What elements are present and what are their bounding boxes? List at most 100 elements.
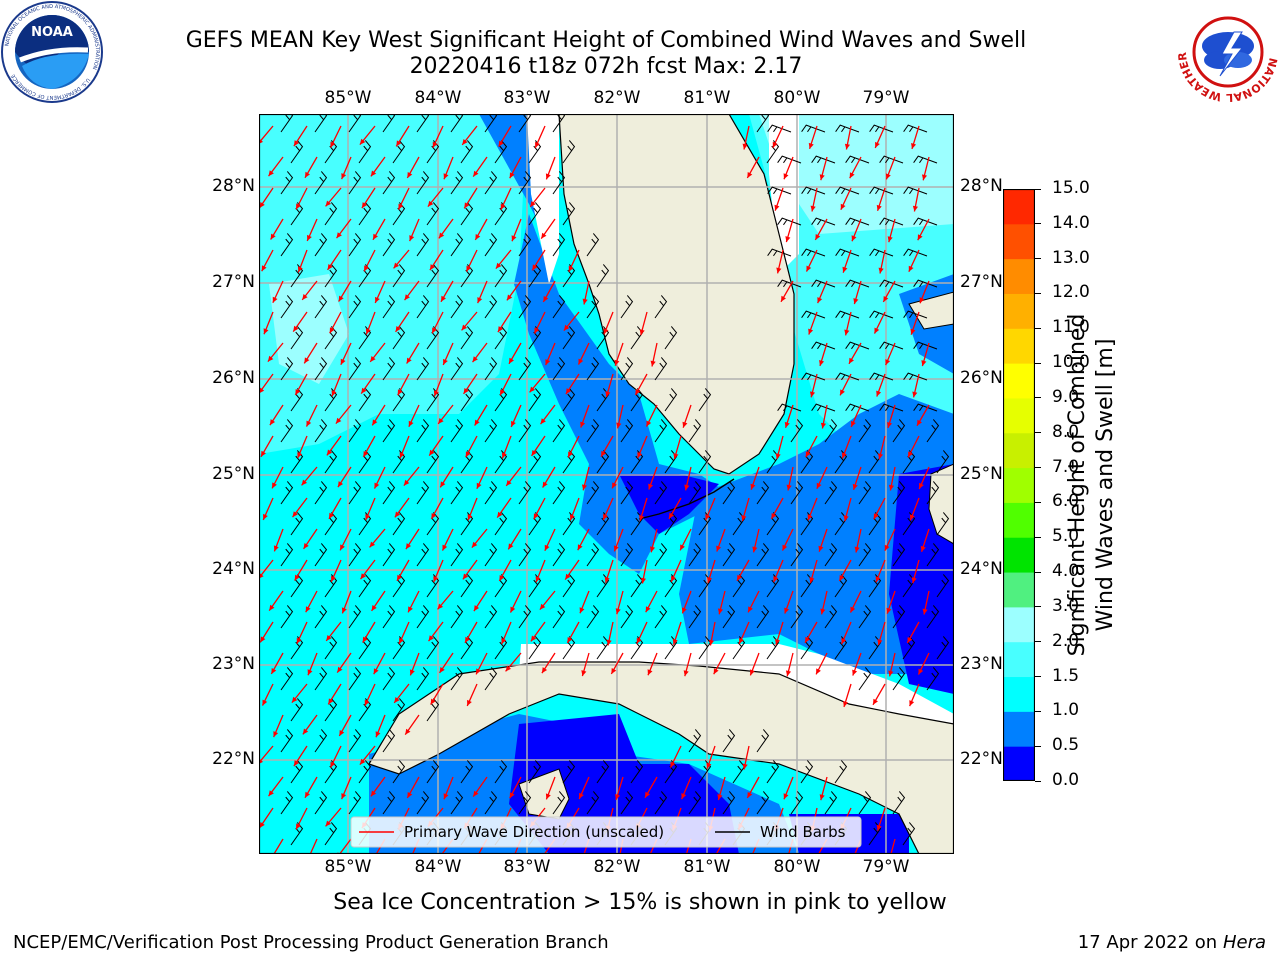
wave-arrow-head bbox=[303, 542, 309, 549]
wind-barb bbox=[800, 512, 814, 536]
wind-barb bbox=[766, 512, 780, 536]
lon-tick-label: 81°W bbox=[683, 88, 731, 108]
wind-barb bbox=[290, 574, 304, 598]
wind-barb bbox=[630, 760, 644, 784]
wave-arrow-head bbox=[784, 607, 790, 614]
wind-barb bbox=[801, 248, 826, 257]
wave-arrow-head bbox=[748, 606, 753, 613]
colorbar-tick-mark bbox=[1035, 432, 1041, 434]
lat-tick-label: 22°N bbox=[212, 749, 255, 769]
wave-arrow-head bbox=[338, 295, 344, 302]
wind-barb bbox=[790, 481, 804, 505]
wave-arrow-head bbox=[535, 141, 540, 148]
wind-barb bbox=[835, 310, 860, 319]
wave-arrow-head bbox=[567, 637, 573, 643]
wind-barb bbox=[348, 171, 362, 195]
wave-arrow-head bbox=[849, 357, 854, 364]
wave-arrow-head bbox=[580, 421, 586, 428]
wave-arrow-head bbox=[785, 236, 791, 243]
colorbar-tick-label: 1.0 bbox=[1052, 700, 1080, 721]
colorbar-tick-label: 9.0 bbox=[1052, 386, 1080, 407]
wind-barb bbox=[552, 114, 566, 133]
wave-arrow-head bbox=[370, 170, 377, 177]
wave-arrow-head bbox=[809, 577, 815, 584]
colorbar-tick-mark bbox=[1035, 536, 1041, 538]
wave-arrow-head bbox=[648, 483, 654, 490]
colorbar-tick-mark bbox=[1035, 571, 1041, 573]
wind-barb bbox=[586, 295, 600, 319]
wave-arrow-head bbox=[306, 420, 312, 427]
wind-barb bbox=[688, 605, 702, 629]
colorbar-tick-mark bbox=[1035, 397, 1041, 399]
wind-barb bbox=[348, 114, 362, 133]
wind-barb bbox=[722, 543, 736, 567]
wind-barb bbox=[586, 419, 600, 443]
wave-arrow-head bbox=[775, 453, 781, 460]
wave-arrow-head bbox=[844, 143, 851, 150]
wind-barb bbox=[314, 357, 328, 381]
wind-barb bbox=[450, 481, 464, 505]
wave-arrow-head bbox=[476, 668, 481, 675]
wave-arrow-head bbox=[475, 234, 481, 240]
wind-barb bbox=[280, 114, 294, 133]
wave-arrow-head bbox=[563, 324, 570, 331]
colorbar-tick-label: 13.0 bbox=[1052, 247, 1090, 268]
wind-barb bbox=[835, 372, 860, 381]
wave-direction-arrow bbox=[890, 838, 896, 854]
wave-arrow-head bbox=[577, 544, 583, 551]
wind-barb bbox=[654, 295, 668, 319]
wave-arrow-head bbox=[500, 203, 506, 210]
wave-arrow-head bbox=[843, 701, 849, 707]
wave-arrow-head bbox=[568, 265, 574, 272]
wind-barb bbox=[450, 605, 464, 629]
wave-arrow-head bbox=[443, 793, 449, 800]
colorbar-tick-label: 0.5 bbox=[1052, 735, 1080, 756]
wind-barb bbox=[926, 481, 940, 505]
wind-barb bbox=[450, 233, 464, 257]
wave-arrow-head bbox=[461, 324, 468, 331]
wave-arrow-head bbox=[361, 387, 367, 394]
wave-arrow-head bbox=[337, 481, 344, 488]
wind-barb bbox=[324, 636, 338, 660]
colorbar-tick-mark bbox=[1035, 188, 1041, 190]
lat-tick-label: 26°N bbox=[212, 368, 255, 388]
wave-arrow-head bbox=[359, 138, 366, 145]
wind-barb bbox=[936, 636, 950, 660]
colorbar-tick-mark bbox=[1035, 362, 1041, 364]
wind-barb bbox=[824, 543, 838, 567]
wind-barb bbox=[664, 388, 678, 412]
wave-arrow-head bbox=[359, 758, 366, 765]
wind-barb bbox=[382, 233, 396, 257]
wave-arrow-head bbox=[428, 635, 434, 642]
wave-arrow-head bbox=[498, 140, 504, 147]
wave-arrow-head bbox=[815, 234, 821, 240]
wave-arrow-head bbox=[545, 793, 551, 800]
wave-arrow-head bbox=[467, 514, 473, 521]
wind-barb bbox=[858, 667, 872, 691]
wave-arrow-head bbox=[878, 267, 884, 274]
lon-tick-label: 80°W bbox=[773, 857, 821, 877]
wave-arrow-head bbox=[465, 451, 471, 458]
wave-arrow-head bbox=[370, 790, 377, 797]
wave-arrow-head bbox=[876, 390, 882, 397]
wave-arrow-head bbox=[875, 576, 881, 583]
wind-barb bbox=[926, 543, 940, 567]
wind-barb bbox=[868, 822, 882, 846]
wind-barb bbox=[845, 279, 870, 288]
wave-arrow-head bbox=[647, 669, 653, 676]
wave-arrow-head bbox=[816, 482, 822, 489]
wave-arrow-head bbox=[477, 297, 483, 304]
colorbar-segment bbox=[1003, 641, 1035, 678]
wave-arrow-head bbox=[646, 420, 652, 427]
wave-arrow-head bbox=[819, 794, 825, 801]
wind-barb bbox=[484, 481, 498, 505]
wind-barb bbox=[314, 729, 328, 753]
wave-arrow-head bbox=[854, 546, 860, 553]
wind-barb bbox=[756, 791, 770, 815]
wave-arrow-head bbox=[673, 453, 679, 460]
wave-arrow-head bbox=[640, 577, 647, 584]
wind-barb bbox=[348, 481, 362, 505]
wind-barb bbox=[528, 264, 542, 288]
wind-barb bbox=[280, 295, 294, 319]
graticule bbox=[259, 114, 954, 854]
